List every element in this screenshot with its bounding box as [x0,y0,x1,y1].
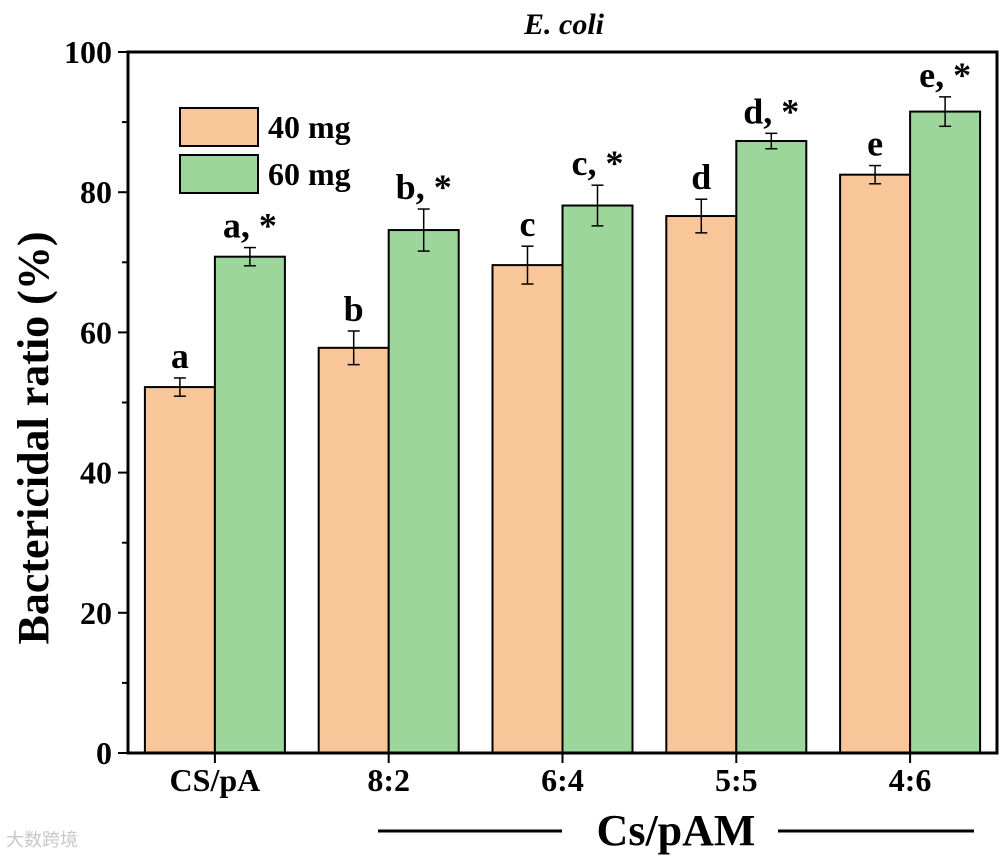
bar-60mg-1 [387,229,460,754]
significance-label: e [867,124,883,164]
x-axis-label: Cs/pAM [597,806,756,855]
significance-label: c, * [572,143,624,183]
bar-60mg-2 [561,204,634,755]
error-bar [869,164,882,185]
significance-label: d [691,157,711,197]
bar-40mg-1 [317,346,390,754]
y-tick-label: 20 [80,595,112,631]
significance-label: b, * [396,167,452,207]
error-bar [243,246,256,267]
error-bar [417,208,430,252]
error-bar [591,184,604,227]
legend: 40 mg 60 mg [179,107,351,194]
x-tick-label: CS/pA [170,762,261,798]
bar-60mg-3 [735,140,808,755]
error-bar [173,377,186,397]
y-tick-label: 40 [80,455,112,491]
x-tick-label: 8:2 [367,762,410,798]
x-axis: CS/pA 8:2 6:4 5:5 4:6 [170,753,932,798]
y-tick-label: 100 [64,34,112,70]
bar-60mg-4 [909,110,982,754]
x-tick-label: 4:6 [889,762,932,798]
legend-swatch [179,107,259,147]
chart-title: E. coli [523,8,605,41]
error-bar [765,132,778,150]
y-tick-label: 80 [80,174,112,210]
bar-40mg-3 [665,215,738,754]
bar-40mg-0 [143,386,216,754]
bar-40mg-4 [839,173,912,755]
x-tick-label: 5:5 [715,762,758,798]
bar-60mg-0 [213,255,286,754]
error-bar [347,330,360,366]
y-tick-label: 0 [96,735,112,771]
legend-swatch [179,154,259,194]
y-axis-label: Bactericidal ratio (%) [9,232,58,645]
significance-label: d, * [743,91,799,131]
significance-label: c [520,204,536,244]
significance-label: b [344,289,364,329]
bar-labels-layer: a a, * b b, * c c, * d d, * e e, * [171,55,971,376]
error-bar [521,245,534,285]
y-axis: 0 20 40 60 80 100 [64,34,128,771]
x-tick-label: 6:4 [541,762,584,798]
error-bar [695,198,708,234]
y-tick-label: 60 [80,314,112,350]
significance-label: a [171,336,189,376]
significance-label: a, * [223,206,277,246]
watermark: 大数跨境 [6,830,78,851]
legend-label: 60 mg [268,156,351,192]
significance-label: e, * [919,55,971,95]
bars-layer [143,110,982,755]
error-bar [939,96,952,128]
legend-label: 40 mg [268,109,351,145]
error-bars-layer [173,96,952,397]
bar-40mg-2 [491,264,564,754]
